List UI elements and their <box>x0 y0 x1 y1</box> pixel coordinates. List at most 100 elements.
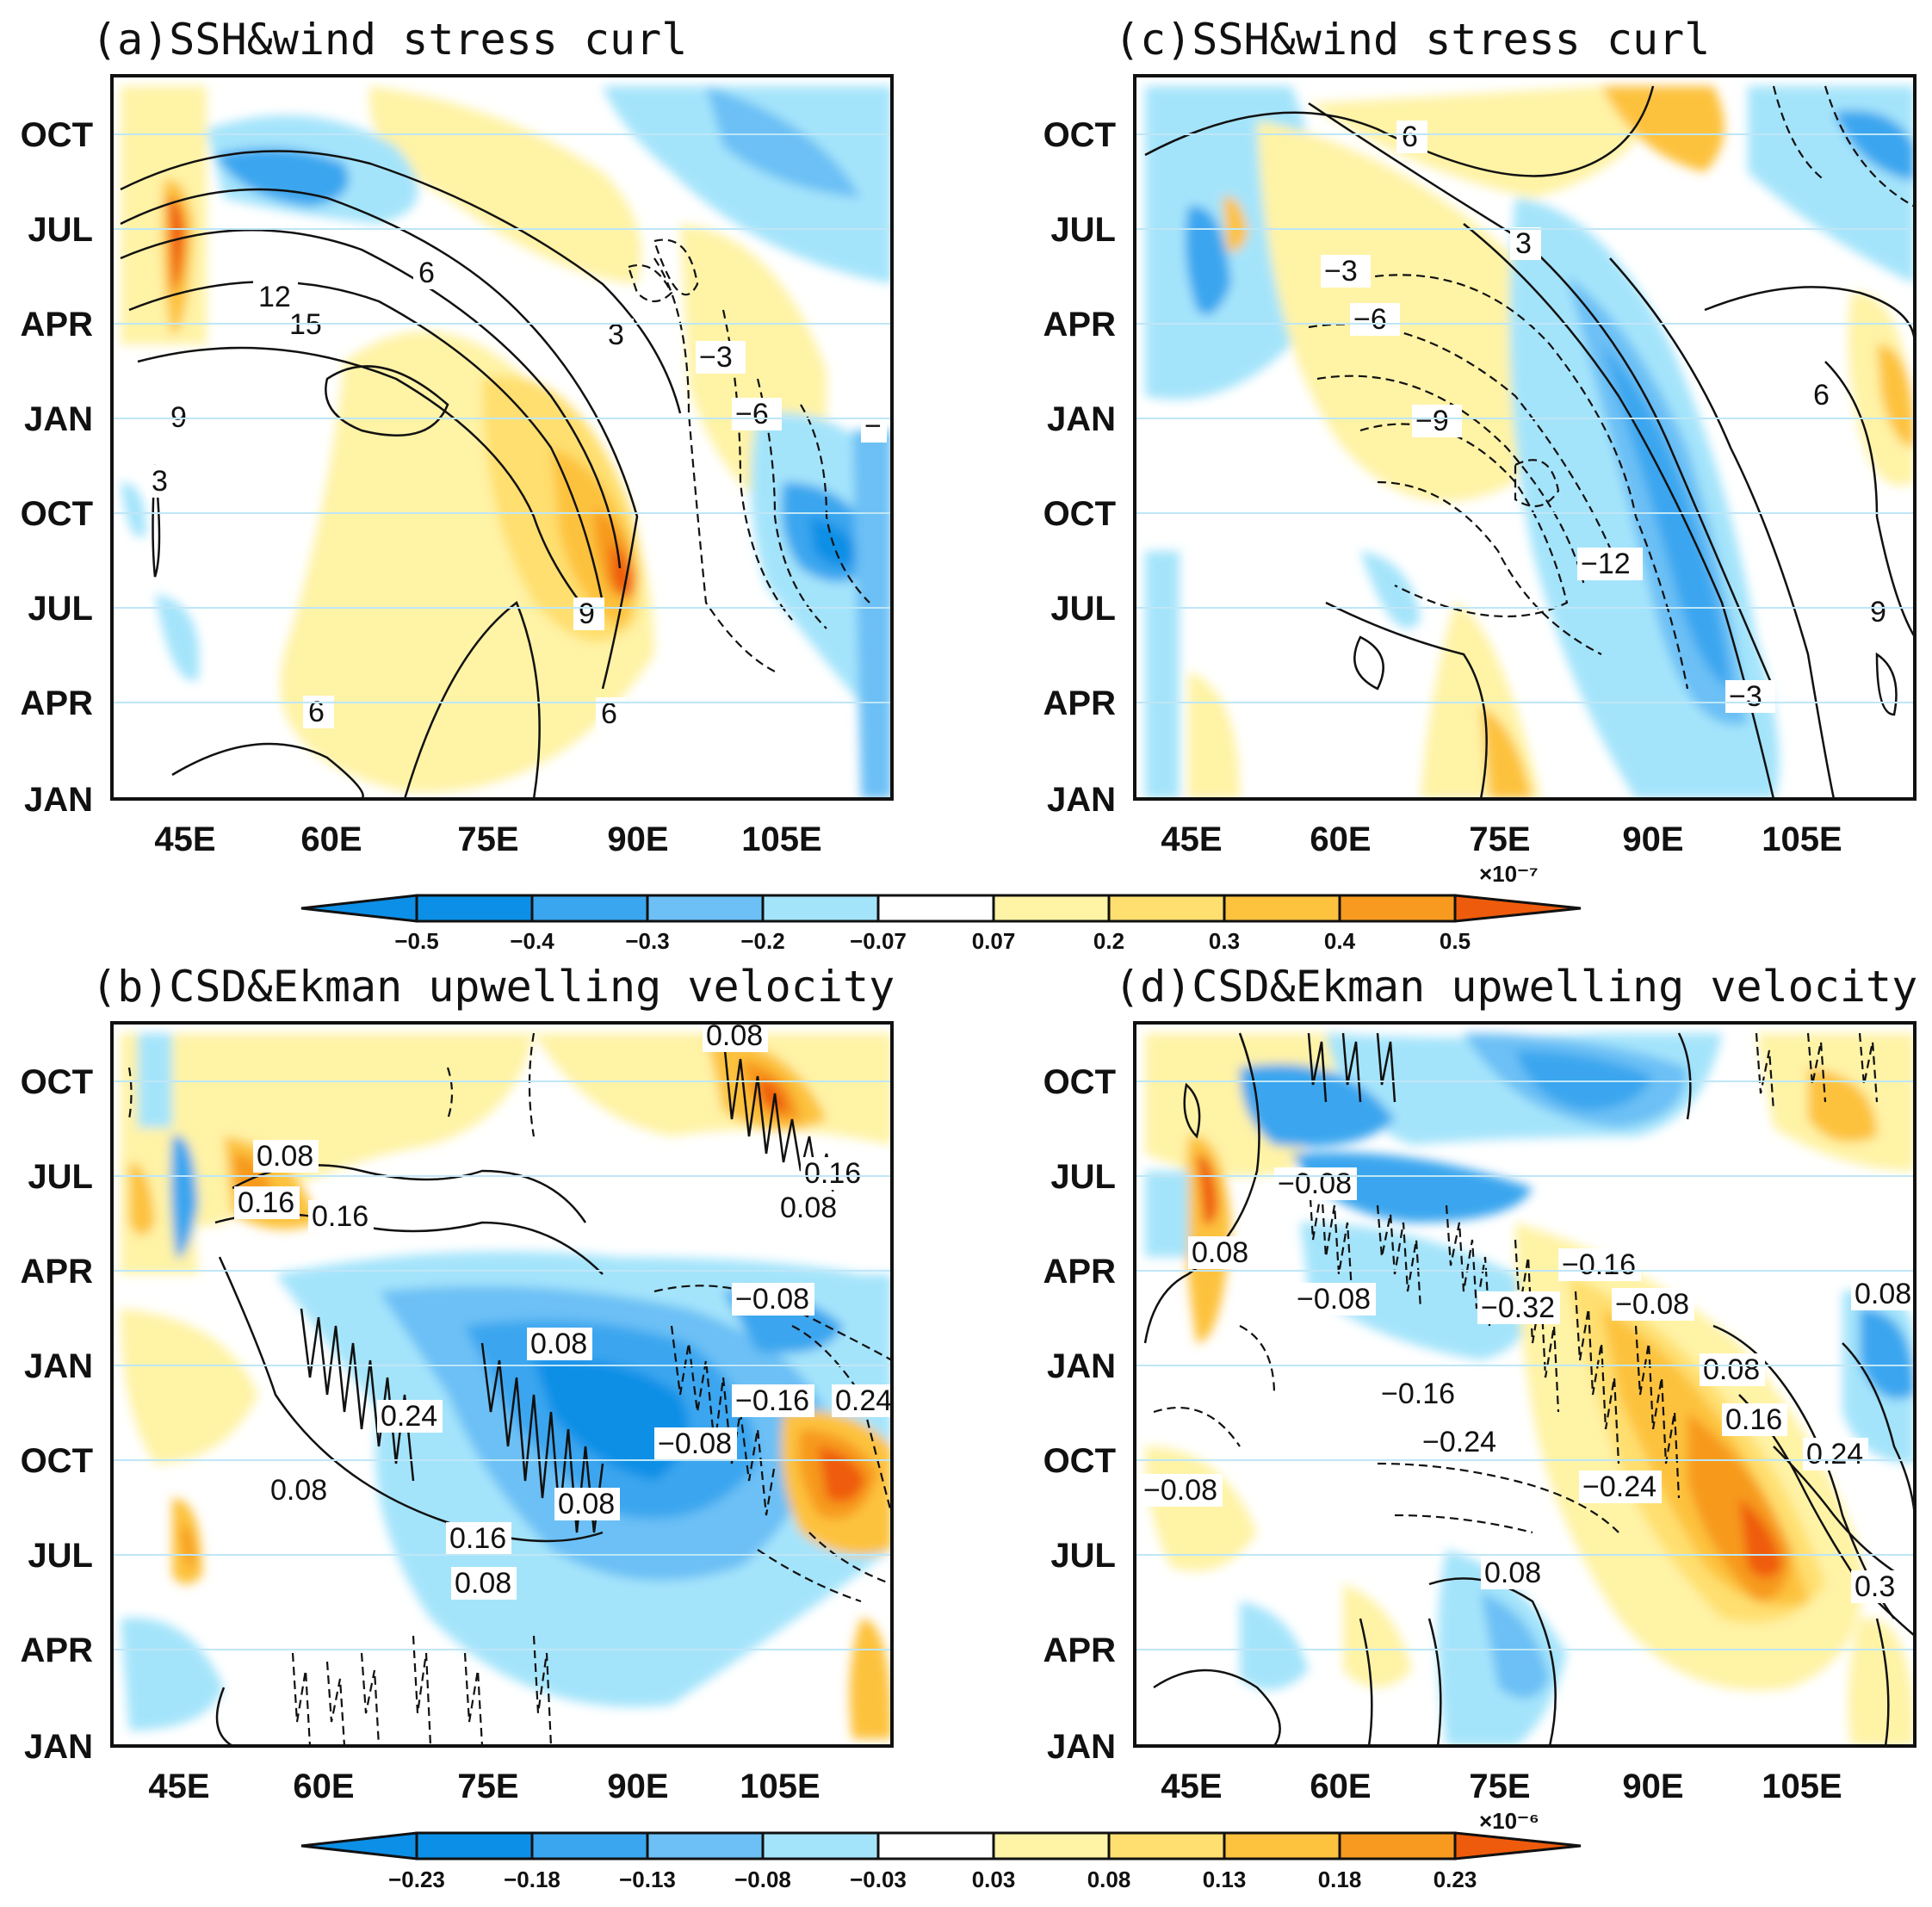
contour-label: 0.3 <box>1855 1570 1895 1603</box>
x-tick-label: 105E <box>740 1768 820 1805</box>
panel-a-field: 12 15 6 3 9 3 9 6 6 −3 −6 − <box>112 76 892 799</box>
x-tick-label: 105E <box>1762 1768 1842 1805</box>
panel-b: (b)CSD&Ekman upwelling velocity <box>21 962 895 1805</box>
colorbar-bottom-swatch <box>1109 1833 1224 1859</box>
contour-label: 6 <box>1402 121 1418 153</box>
y-tick-label: APR <box>1043 306 1117 344</box>
y-tick-label: JUL <box>1050 590 1116 628</box>
colorbar-bottom-min-arrow <box>300 1831 418 1861</box>
contour-label: 0.16 <box>1725 1403 1782 1436</box>
panel-d-x-axis: 45E 60E 75E 90E 105E <box>1161 1768 1842 1805</box>
colorbar-tick-label: −0.2 <box>740 928 784 954</box>
colorbar-top-max-arrow <box>1453 894 1582 923</box>
colorbar-top-swatch <box>1109 895 1224 921</box>
contour-label: 9 <box>579 597 595 630</box>
contour-label: −0.24 <box>1582 1470 1656 1503</box>
panel-d-y-axis: OCT JUL APR JAN OCT JUL APR JAN <box>1043 1063 1117 1766</box>
contour-label: 0.16 <box>238 1186 294 1219</box>
contour-label: 0.24 <box>381 1400 437 1433</box>
colorbar-tick-label: 0.2 <box>1093 928 1124 954</box>
contour-label: 3 <box>152 465 168 498</box>
x-tick-label: 60E <box>1310 1768 1371 1805</box>
colorbar-bottom-swatch <box>878 1833 994 1859</box>
colorbar-top-swatch <box>532 895 647 921</box>
contour-label: − <box>864 410 882 443</box>
y-tick-label: OCT <box>21 495 93 533</box>
contour-label: −0.08 <box>735 1283 809 1316</box>
colorbar-top-swatch <box>417 895 532 921</box>
colorbar-tick-label: −0.18 <box>504 1867 560 1892</box>
colorbar-bottom-swatch <box>532 1833 647 1859</box>
colorbar-tick-label: 0.3 <box>1209 928 1240 954</box>
colorbar-tick-label: −0.07 <box>850 928 907 954</box>
panel-d-frame <box>1133 1021 1917 1748</box>
y-tick-label: OCT <box>1043 1063 1116 1101</box>
colorbar-tick-label: −0.08 <box>734 1867 791 1892</box>
panel-b-x-axis: 45E 60E 75E 90E 105E <box>148 1768 820 1805</box>
x-tick-label: 45E <box>148 1768 209 1805</box>
contour-label: 6 <box>308 696 325 728</box>
y-tick-label: APR <box>1043 1253 1117 1291</box>
panel-d-gridlines <box>1135 1080 1915 1650</box>
contour-label: 0.24 <box>1806 1438 1863 1470</box>
colorbar-top-swatch <box>878 895 994 921</box>
y-tick-label: APR <box>21 306 94 344</box>
contour-label: −12 <box>1581 548 1631 580</box>
panel-c-frame <box>1133 74 1917 801</box>
contour-label: 6 <box>1813 379 1830 412</box>
colorbar-tick-label: −0.23 <box>388 1867 445 1892</box>
x-tick-label: 75E <box>1469 1768 1530 1805</box>
colorbar-tick-label: 0.03 <box>972 1867 1016 1892</box>
contour-label: −0.08 <box>1297 1283 1371 1316</box>
colorbar-tick-label: −0.5 <box>394 928 438 954</box>
contour-label: 0.08 <box>455 1567 511 1600</box>
colorbar-tick-label: −0.13 <box>619 1867 676 1892</box>
panel-c: (c)SSH&wind stress curl <box>1043 15 1917 858</box>
contour-label: −0.08 <box>658 1427 732 1460</box>
panel-b-y-axis: OCT JUL APR JAN OCT JUL APR JAN <box>21 1063 94 1766</box>
y-tick-label: JUL <box>28 1158 93 1196</box>
contour-label: 3 <box>608 319 624 351</box>
x-tick-label: 60E <box>1310 820 1371 858</box>
colorbar-bottom-swatch <box>647 1833 763 1859</box>
colorbar-tick-label: 0.23 <box>1434 1867 1477 1892</box>
colorbar-top-swatch <box>647 895 763 921</box>
colorbar-top-swatch <box>763 895 878 921</box>
x-tick-label: 60E <box>293 1768 354 1805</box>
contour-label: 6 <box>601 697 617 730</box>
panel-b-field: 0.08 0.16 0.16 0.08 0.24 0.08 0.08 0.16 … <box>112 1023 892 1746</box>
x-tick-label: 105E <box>1762 820 1842 858</box>
colorbar-tick-label: −0.4 <box>510 928 554 954</box>
contour-label: −0.08 <box>1278 1167 1352 1200</box>
x-tick-label: 45E <box>1161 820 1222 858</box>
contour-label: 3 <box>1515 227 1532 260</box>
y-tick-label: JUL <box>28 211 93 249</box>
contour-label: −3 <box>699 341 733 374</box>
x-tick-label: 45E <box>154 820 215 858</box>
y-tick-label: JAN <box>1047 781 1116 819</box>
y-tick-label: JAN <box>24 1728 93 1766</box>
panel-a-title: (a)SSH&wind stress curl <box>91 15 687 65</box>
contour-label: −0.08 <box>1615 1288 1689 1321</box>
panel-b-title: (b)CSD&Ekman upwelling velocity <box>91 962 895 1012</box>
contour-label: −0.16 <box>735 1384 809 1417</box>
colorbar-top: ×10⁻⁷ −0.5 −0.4 −0.3 −0.2 −0.07 0.07 0.2… <box>300 861 1582 954</box>
x-tick-label: 90E <box>607 820 668 858</box>
x-tick-label: 75E <box>457 1768 518 1805</box>
y-tick-label: JUL <box>1050 211 1116 249</box>
colorbar-top-swatch <box>994 895 1109 921</box>
colorbar-tick-label: −0.03 <box>850 1867 907 1892</box>
colorbar-top-multiplier: ×10⁻⁷ <box>1479 861 1539 887</box>
y-tick-label: OCT <box>21 1063 93 1101</box>
contour-label: 6 <box>418 257 435 289</box>
contour-label: 0.24 <box>835 1384 892 1417</box>
contour-label: 0.08 <box>1484 1557 1541 1589</box>
y-tick-label: APR <box>1043 684 1117 722</box>
contour-label: −0.16 <box>1381 1378 1455 1410</box>
contour-label: −3 <box>1324 255 1358 288</box>
contour-label: 0.08 <box>1855 1278 1911 1310</box>
panel-a-frame <box>110 74 894 801</box>
y-tick-label: OCT <box>21 1442 93 1480</box>
colorbar-top-min-arrow <box>300 894 418 923</box>
